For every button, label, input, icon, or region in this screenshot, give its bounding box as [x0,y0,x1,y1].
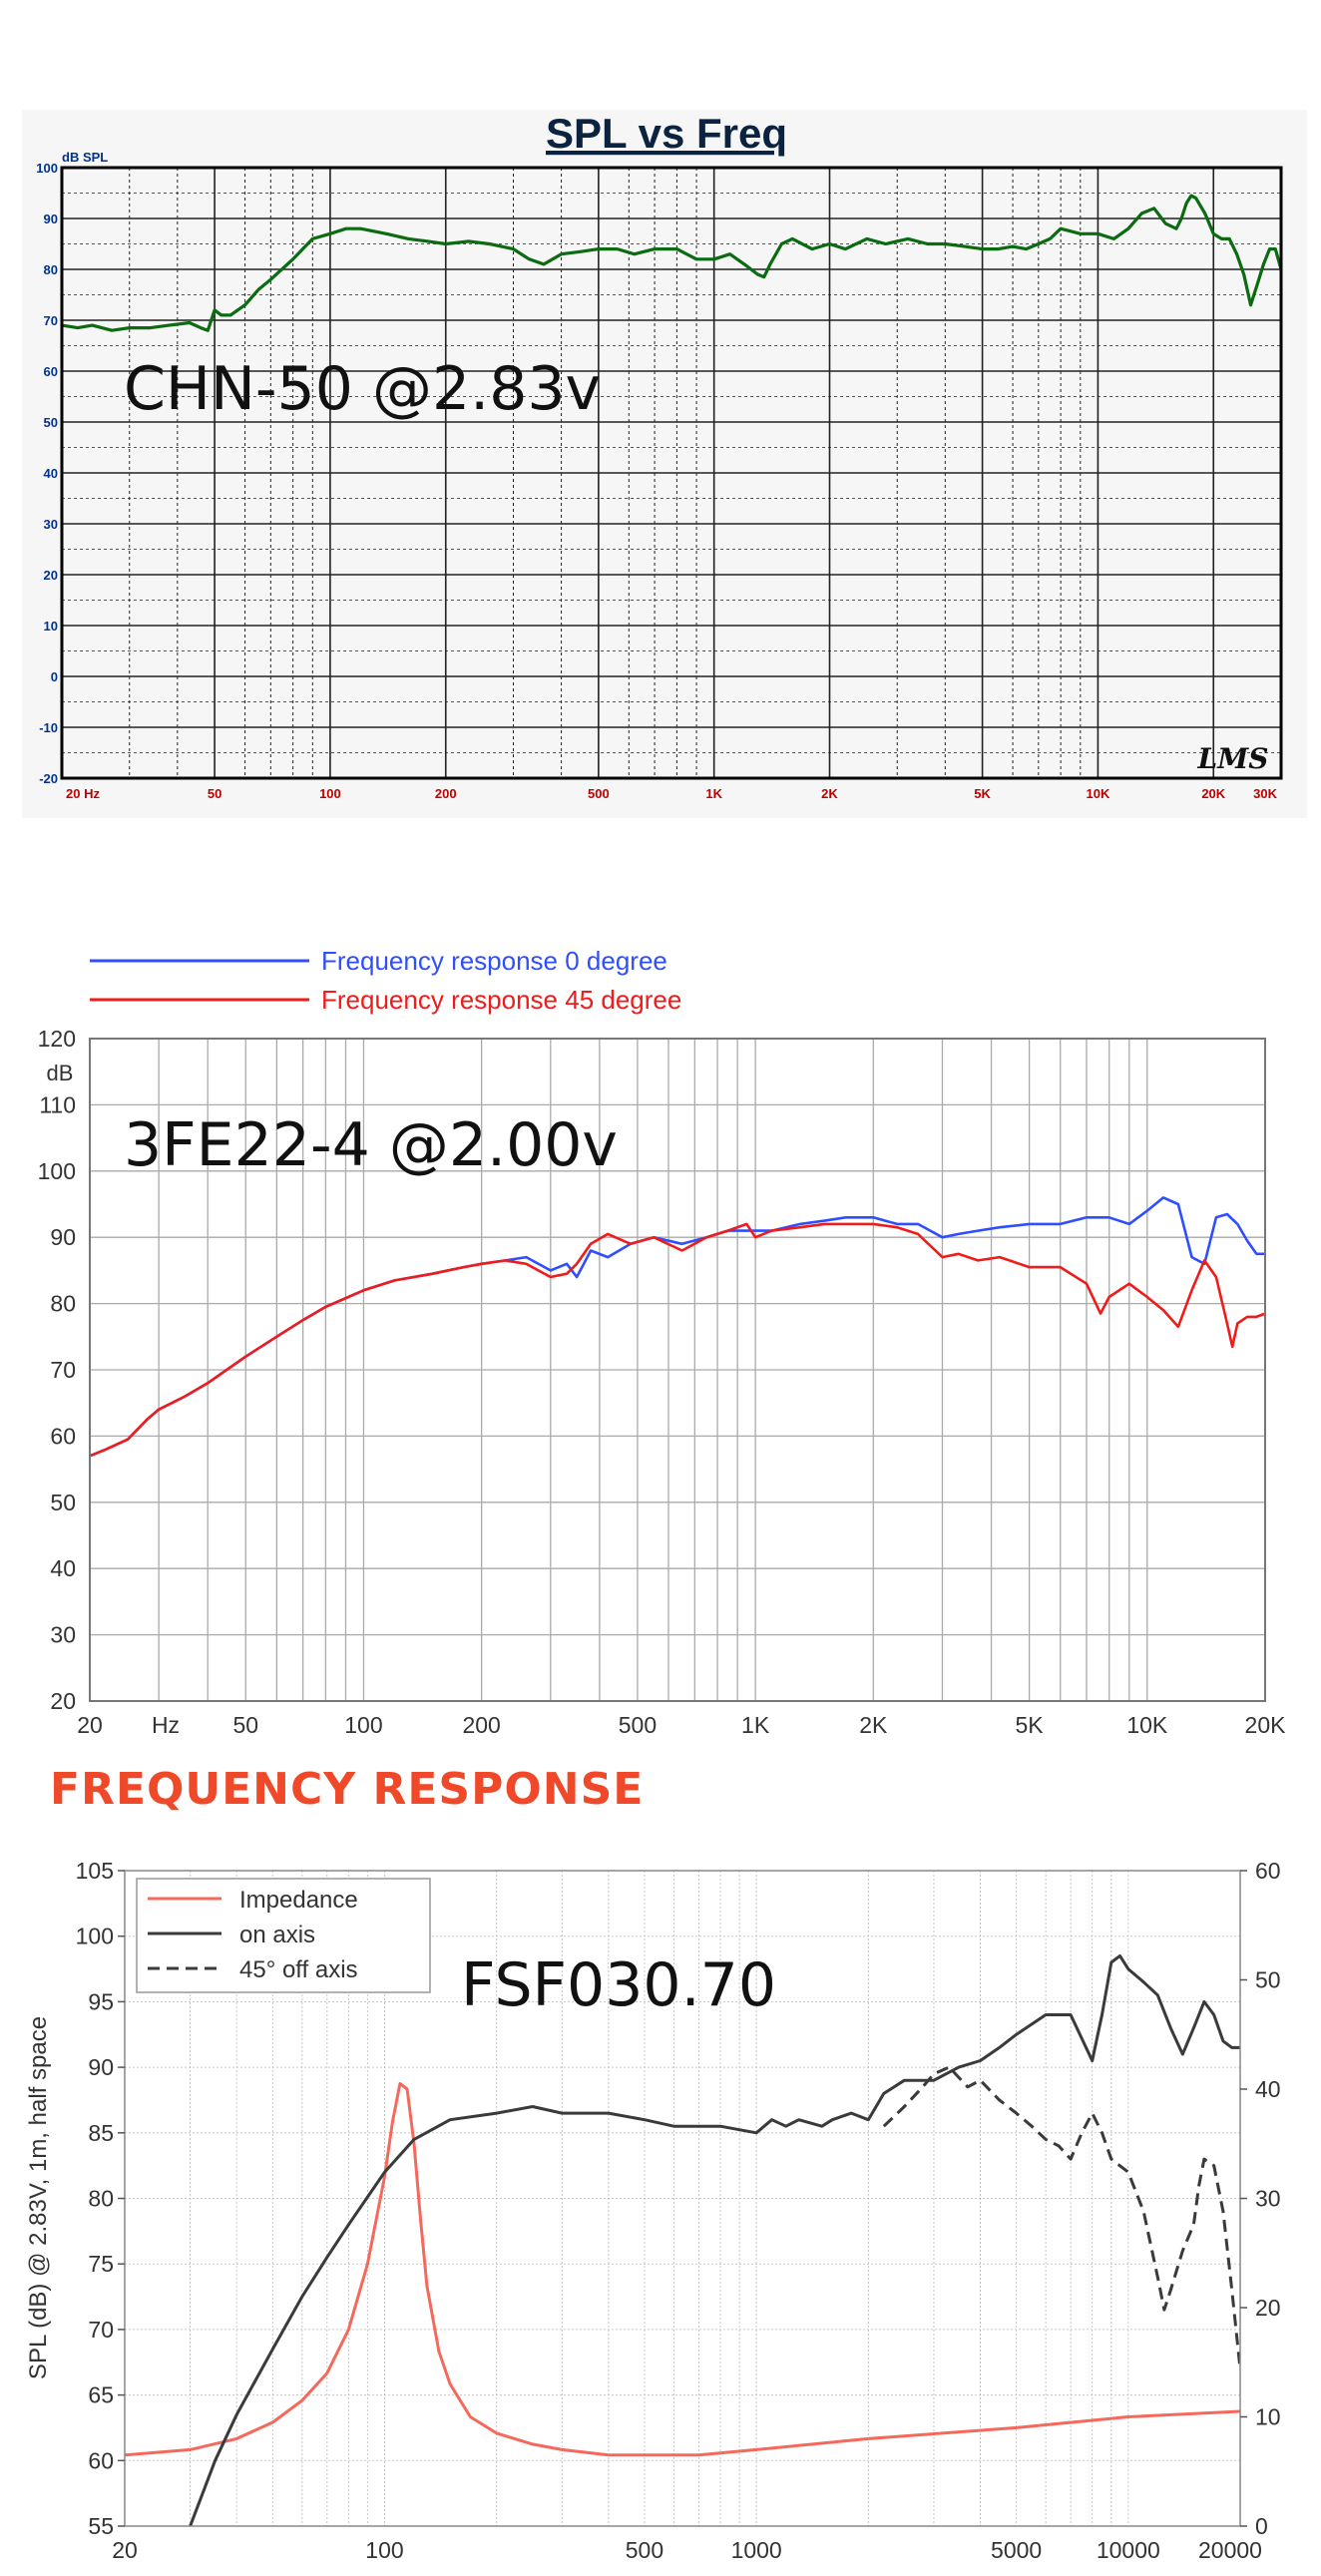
y-tick-label: 95 [88,1988,114,2014]
y2-tick-label: 0 [1255,2513,1268,2539]
x-tick-label: 2K [859,1712,888,1738]
chart-3fe22: Frequency response 0 degree Frequency re… [38,946,1287,1738]
x-tick-label: 5K [1016,1712,1045,1738]
series-line-45deg [89,1222,1266,1458]
series-line-0deg [89,1196,1265,1458]
x-tick-label: 50 [232,1712,258,1738]
y-tick-label: 0 [51,669,58,684]
y-tick-label: 60 [50,1423,76,1449]
y-tick-label: 80 [50,1291,76,1317]
legend: Impedance on axis 45° off axis [136,1878,431,1993]
y-tick-label: 70 [88,2317,114,2343]
y-tick-label: 10 [44,619,58,634]
x-tick-label: 1K [705,786,722,801]
y-tick-label: 55 [88,2513,114,2539]
y-tick-label: 40 [50,1555,76,1581]
y-tick-label: 90 [88,2054,114,2080]
chart-title: SPL vs Freq [546,110,787,157]
chart-fsf030-panel: FREQUENCY RESPONSE 105 100 95 90 85 80 75 70 65 6… [0,1756,1321,2576]
x-tick-label: 5000 [991,2537,1042,2563]
x-tick-label: 20000 [1198,2537,1262,2563]
x-tick-label: 1000 [731,2537,782,2563]
y-axis-label: dB SPL [62,150,108,165]
series-line-spl [61,194,1283,332]
lms-watermark: LMS [1197,742,1269,775]
y-tick-label: 30 [44,517,58,532]
chart-annotation: FSF030.70 [461,1950,776,2020]
x-tick-label: 10000 [1097,2537,1160,2563]
x-axis-unit: Hz [152,1712,180,1738]
y-tick-label: 80 [44,262,58,277]
y-tick-label: 120 [38,1026,76,1052]
series-line-on-axis [188,1953,1240,2526]
y-tick-label: 75 [88,2251,114,2277]
y-tick-label: 60 [44,364,58,379]
y-tick-label: 100 [76,1924,114,1949]
x-tick-label: 500 [619,1712,657,1738]
x-tick-label: 20 [77,1712,103,1738]
chart-chn50: SPL vs Freq dB SPL 100908070605040302010… [22,110,1307,818]
legend-label-off-axis: 45° off axis [239,1956,358,1983]
y-tick-label: 65 [88,2382,114,2408]
y-tick-label: 60 [88,2447,114,2473]
y-tick-label: 50 [50,1490,76,1515]
y-tick-label: 20 [44,568,58,583]
legend-label-0deg: Frequency response 0 degree [321,946,667,976]
legend-label-impedance: Impedance [239,1887,358,1914]
section-title: FREQUENCY RESPONSE [50,1764,645,1815]
y2-tick-label: 50 [1255,1967,1281,1993]
series-line-impedance [125,2082,1240,2457]
chart-chn50-panel: SPL vs Freq dB SPL 100 90 80 70 60 50 40 30 20 10… [0,0,1321,828]
x-tick-label: 20 Hz [66,786,100,801]
y-tick-label: 85 [88,2120,114,2146]
x-tick-label: 10K [1086,786,1109,801]
y2-tick-label: 40 [1255,2076,1281,2102]
y-tick-label: -10 [39,720,58,735]
chart-annotation: 3FE22-4 @2.00v [124,1110,618,1180]
y-tick-label: 90 [44,212,58,226]
y-tick-label: 100 [36,161,58,176]
legend-label-45deg: Frequency response 45 degree [321,985,681,1015]
y-tick-label: 50 [44,415,58,430]
y-tick-label: 20 [50,1688,76,1714]
x-tick-label: 20 [112,2537,138,2563]
y2-tick-label: 60 [1255,1858,1281,1884]
y2-tick-label: 30 [1255,2186,1281,2212]
x-tick-label: 200 [462,1712,500,1738]
x-tick-label: 30K [1253,786,1277,801]
y2-tick-label: 10 [1255,2404,1281,2430]
x-tick-label: 50 [208,786,221,801]
x-tick-label: 20K [1201,786,1225,801]
legend-label-on-axis: on axis [239,1922,315,1948]
x-tick-label: 5K [974,786,991,801]
y-tick-label: 70 [50,1357,76,1383]
legend: Frequency response 0 degree Frequency re… [90,946,681,1015]
y-tick-label: 90 [50,1224,76,1250]
x-tick-label: 1K [741,1712,770,1738]
y-tick-label: 110 [39,1091,76,1117]
y-tick-label: 70 [44,313,58,328]
x-tick-label: 500 [588,786,610,801]
x-tick-label: 100 [319,786,341,801]
y-tick-label: 30 [50,1622,76,1648]
chart-annotation: CHN-50 @2.83v [124,354,601,424]
y-tick-label: -20 [39,771,58,786]
y-tick-label: 80 [88,2186,114,2212]
x-tick-label: 100 [365,2537,403,2563]
chart-3fe22-panel: Frequency response 0 degree Frequency re… [0,898,1321,1756]
x-tick-label: 200 [435,786,457,801]
series-line-off-axis [882,2065,1240,2369]
y-axis-unit: dB [47,1061,74,1085]
x-tick-label: 2K [821,786,838,801]
y-axis-label: SPL (dB) @ 2.83V, 1m, half space [25,2016,52,2379]
x-tick-label: 100 [344,1712,382,1738]
y-tick-label: 100 [38,1158,76,1184]
y-tick-label: 105 [76,1858,114,1884]
x-tick-label: 500 [626,2537,663,2563]
y2-tick-label: 20 [1255,2295,1281,2321]
x-tick-label: 10K [1126,1712,1168,1738]
x-tick-label: 20K [1245,1712,1287,1738]
y-tick-label: 40 [44,466,58,481]
